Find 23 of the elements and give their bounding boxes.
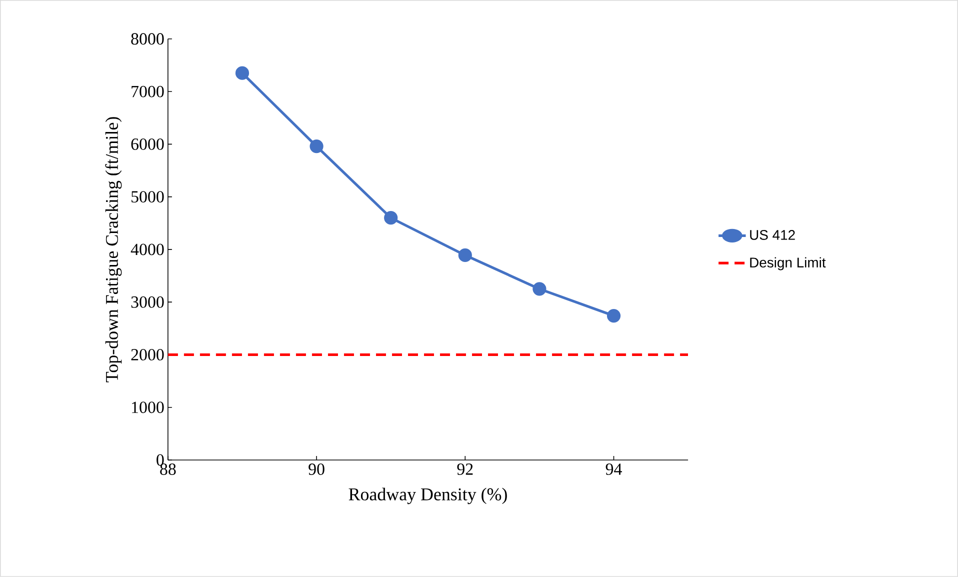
- y-tick-label: 4000: [130, 244, 164, 256]
- y-tick-label: 1000: [132, 402, 164, 414]
- y-axis-title: Top-down Fatigue Cracking (ft/mile): [105, 117, 122, 382]
- point: [532, 282, 546, 296]
- x-tick-label: 92: [457, 464, 473, 475]
- point: [458, 248, 472, 262]
- x-tick-label: 88: [160, 464, 176, 475]
- legend-label: US 412: [750, 230, 795, 240]
- x-tick-label: 90: [308, 464, 324, 475]
- y-tick-label: 3000: [131, 296, 164, 308]
- point: [235, 66, 250, 80]
- y-tick-label: 5000: [132, 191, 164, 203]
- point: [310, 140, 324, 154]
- y-tick-label: 2000: [131, 349, 164, 360]
- point: [606, 309, 621, 323]
- legend-label: Design Limit: [750, 257, 826, 270]
- y-tick-label: 0: [156, 454, 164, 466]
- x-tick-label: 94: [606, 464, 622, 475]
- y-tick-label: 6000: [131, 138, 164, 150]
- y-tick-label: 7000: [132, 86, 164, 98]
- point: [384, 211, 398, 225]
- y-tick-label: 8000: [131, 33, 164, 45]
- x-axis-title: Roadway Density (%): [348, 488, 507, 504]
